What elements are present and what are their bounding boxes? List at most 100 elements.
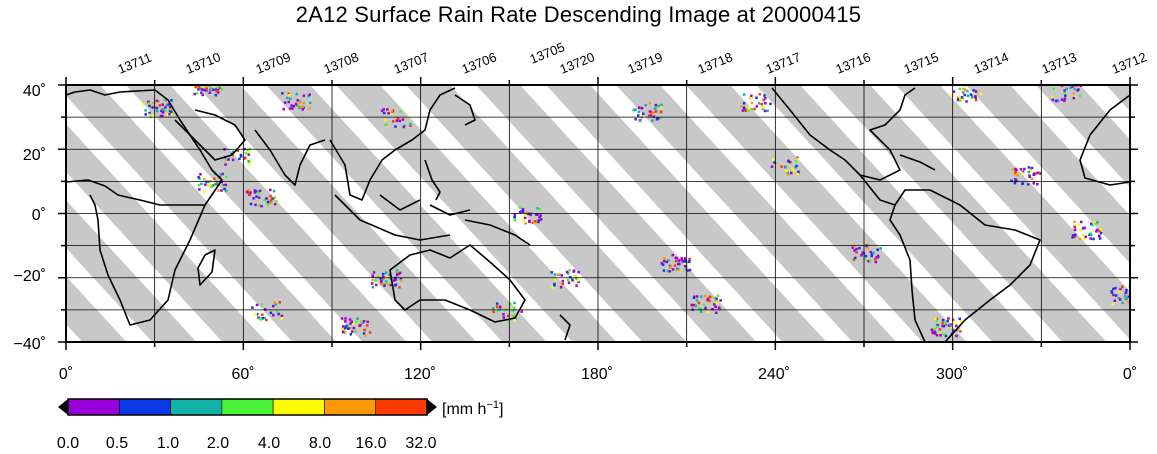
rain-pixel	[935, 319, 939, 323]
rain-pixel	[1132, 298, 1135, 301]
rain-pixel	[236, 149, 239, 153]
rain-pixel	[161, 108, 164, 111]
rain-pixel	[750, 108, 754, 111]
rain-pixel	[866, 246, 869, 250]
rain-pixel	[307, 95, 310, 98]
rain-pixel	[963, 93, 966, 97]
rain-pixel	[936, 323, 939, 327]
rain-pixel	[393, 284, 396, 287]
rain-pixel	[959, 330, 962, 333]
rain-pixel	[340, 317, 344, 320]
rain-pixel	[209, 78, 212, 81]
rain-pixel	[212, 88, 215, 92]
rain-pixel	[386, 108, 389, 111]
rain-pixel	[385, 282, 388, 285]
rain-pixel	[155, 109, 159, 113]
rain-pixel	[389, 283, 393, 287]
rain-pixel	[231, 154, 235, 157]
rain-pixel	[974, 90, 978, 93]
rain-pixel	[747, 106, 751, 110]
rain-pixel	[1124, 291, 1128, 294]
rain-pixel	[695, 295, 699, 298]
rain-pixel	[711, 308, 714, 311]
colorbar-cell	[170, 398, 223, 416]
rain-pixel	[761, 107, 765, 111]
rain-pixel	[221, 172, 224, 176]
rain-pixel	[1089, 233, 1093, 237]
rain-pixel	[238, 157, 241, 161]
rain-pixel	[524, 222, 527, 225]
rain-pixel	[170, 112, 174, 116]
rain-pixel	[363, 334, 367, 337]
rain-pixel	[872, 251, 875, 255]
rain-pixel	[974, 98, 978, 102]
orbit-swath	[1106, 85, 1130, 112]
rain-pixel	[269, 311, 273, 315]
rain-pixel	[273, 202, 277, 206]
rain-pixel	[946, 319, 949, 323]
rain-pixel	[947, 324, 951, 327]
rain-pixel	[665, 260, 669, 264]
rain-pixel	[1124, 297, 1128, 301]
rain-pixel	[553, 284, 556, 287]
rain-pixel	[1096, 228, 1099, 231]
rain-pixel	[534, 213, 538, 216]
rain-pixel	[864, 254, 868, 258]
rain-pixel	[877, 255, 880, 259]
coast-philippines	[424, 159, 441, 201]
rain-pixel	[344, 326, 347, 329]
rain-pixel	[933, 332, 937, 335]
lat-label: −40˚	[14, 336, 46, 353]
rain-pixel	[244, 152, 248, 155]
rain-pixel	[1098, 234, 1101, 238]
rain-pixel	[634, 108, 637, 111]
rain-pixel	[266, 203, 270, 206]
rain-pixel	[502, 313, 505, 316]
rain-pixel	[273, 196, 276, 199]
rain-pixel	[1137, 287, 1140, 290]
rain-pixel	[395, 270, 398, 274]
rain-pixel	[1072, 92, 1076, 95]
rain-pixel	[653, 107, 657, 110]
rain-pixel	[537, 220, 540, 224]
rain-pixel	[391, 120, 395, 123]
rain-pixel	[935, 317, 939, 320]
rain-pixel	[261, 313, 264, 316]
rain-pixel	[204, 183, 207, 186]
rain-pixel	[786, 171, 789, 175]
rain-pixel	[301, 108, 304, 111]
rain-pixel	[1073, 87, 1076, 91]
rain-pixel	[263, 316, 266, 320]
rain-pixel	[223, 185, 226, 189]
rain-pixel	[572, 270, 575, 273]
orbit-label: 13716	[834, 49, 873, 76]
rain-pixel	[708, 295, 712, 299]
rain-pixel	[577, 270, 580, 274]
rain-pixel	[246, 190, 249, 194]
rain-pixel	[370, 282, 374, 285]
rain-pixel	[213, 177, 216, 180]
rain-pixel	[1063, 91, 1066, 95]
rain-pixel	[656, 117, 659, 121]
rain-pixel	[1118, 290, 1122, 293]
rain-pixel	[1074, 233, 1077, 236]
rain-pixel	[688, 260, 691, 264]
rain-pixel	[966, 94, 970, 97]
coastlines	[66, 87, 1130, 342]
rain-pixel	[958, 317, 961, 321]
orbit-swath	[0, 85, 56, 342]
rain-pixel	[513, 217, 516, 220]
rain-pixel	[935, 325, 939, 329]
colorbar-tick-label: 16.0	[355, 435, 386, 452]
rain-pixel	[713, 303, 716, 306]
rain-pixel	[951, 318, 955, 321]
rain-pixel	[398, 119, 402, 123]
rain-pixel	[1093, 220, 1096, 224]
rain-pixel	[167, 103, 170, 106]
rain-pixel	[972, 89, 975, 92]
rain-pixel	[522, 218, 525, 222]
lon-label: 120˚	[404, 366, 436, 383]
rain-pixel	[196, 91, 199, 95]
rain-pixel	[688, 268, 692, 272]
rain-pixel	[215, 82, 218, 85]
